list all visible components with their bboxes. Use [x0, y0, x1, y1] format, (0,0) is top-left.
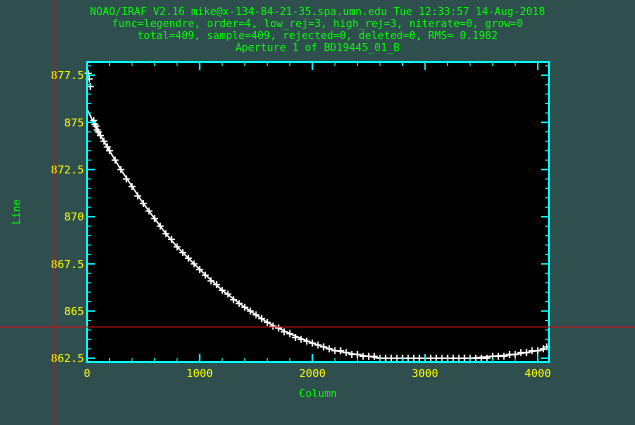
x-tick-label: 0	[84, 367, 91, 380]
data-point	[196, 266, 204, 274]
data-point	[370, 352, 378, 360]
y-axis-label: Line	[11, 199, 23, 224]
x-tick-label: 1000	[186, 367, 213, 380]
data-point	[286, 330, 294, 338]
data-point	[162, 230, 170, 238]
header-line-3: total=409, sample=409, rejected=0, delet…	[137, 30, 498, 42]
x-tick-label: 4000	[524, 367, 551, 380]
plot-area	[87, 62, 549, 362]
data-point	[483, 354, 491, 362]
y-tick-label: 867.5	[51, 258, 84, 271]
y-tick-label: 865	[64, 305, 84, 318]
x-tick-label: 3000	[412, 367, 439, 380]
data-point	[500, 352, 508, 360]
data-point	[92, 122, 100, 130]
data-point	[224, 290, 232, 298]
data-point	[229, 296, 237, 304]
data-point	[128, 183, 136, 191]
data-point	[184, 254, 192, 262]
y-tick-label: 870	[64, 211, 84, 224]
data-point	[303, 337, 311, 345]
y-tick-label: 875	[64, 116, 84, 129]
data-point	[151, 215, 159, 223]
data-point	[320, 343, 328, 351]
header-line-4: Aperture 1 of BD19445_01_B	[235, 42, 400, 54]
data-point	[291, 333, 299, 341]
data-point	[511, 350, 519, 358]
data-point	[263, 318, 271, 326]
data-point	[252, 311, 260, 319]
data-point	[103, 143, 111, 151]
y-tick-label: 872.5	[51, 164, 84, 177]
data-point	[258, 315, 266, 323]
data-point	[269, 322, 277, 330]
data-point	[522, 349, 530, 357]
data-point	[122, 175, 130, 183]
data-point	[297, 335, 305, 343]
data-point	[325, 345, 333, 353]
data-point	[190, 260, 198, 268]
y-tick-label: 877.5	[51, 69, 84, 82]
x-tick-label: 2000	[299, 367, 326, 380]
data-point	[179, 249, 187, 257]
data-point	[218, 286, 226, 294]
data-point	[97, 132, 105, 140]
data-point	[201, 271, 209, 279]
data-point	[235, 300, 243, 308]
data-point	[145, 207, 153, 215]
x-axis-label: Column	[299, 388, 337, 400]
data-point	[280, 328, 288, 336]
data-point	[207, 277, 215, 285]
data-point	[94, 128, 102, 136]
data-point	[308, 339, 316, 347]
data-point	[106, 147, 114, 155]
data-point	[353, 350, 361, 358]
data-point	[139, 200, 147, 208]
header-line-2: func=legendre, order=4, low_rej=3, high_…	[112, 18, 523, 30]
plot-frame	[86, 61, 550, 363]
data-point	[246, 307, 254, 315]
y-tick-label: 862.5	[51, 352, 84, 365]
data-point	[241, 303, 249, 311]
data-point	[314, 341, 322, 349]
data-point	[100, 137, 108, 145]
data-point	[111, 156, 119, 164]
data-point	[337, 347, 345, 355]
data-point	[117, 166, 125, 174]
data-point	[534, 347, 542, 355]
data-point	[134, 192, 142, 200]
data-point	[168, 235, 176, 243]
data-point	[275, 324, 283, 332]
data-point	[342, 349, 350, 357]
header-line-1: NOAO/IRAF V2.16 mike@x-134-84-21-35.spa.…	[89, 6, 546, 18]
data-point	[156, 222, 164, 230]
data-point	[213, 281, 221, 289]
data-point	[173, 243, 181, 251]
